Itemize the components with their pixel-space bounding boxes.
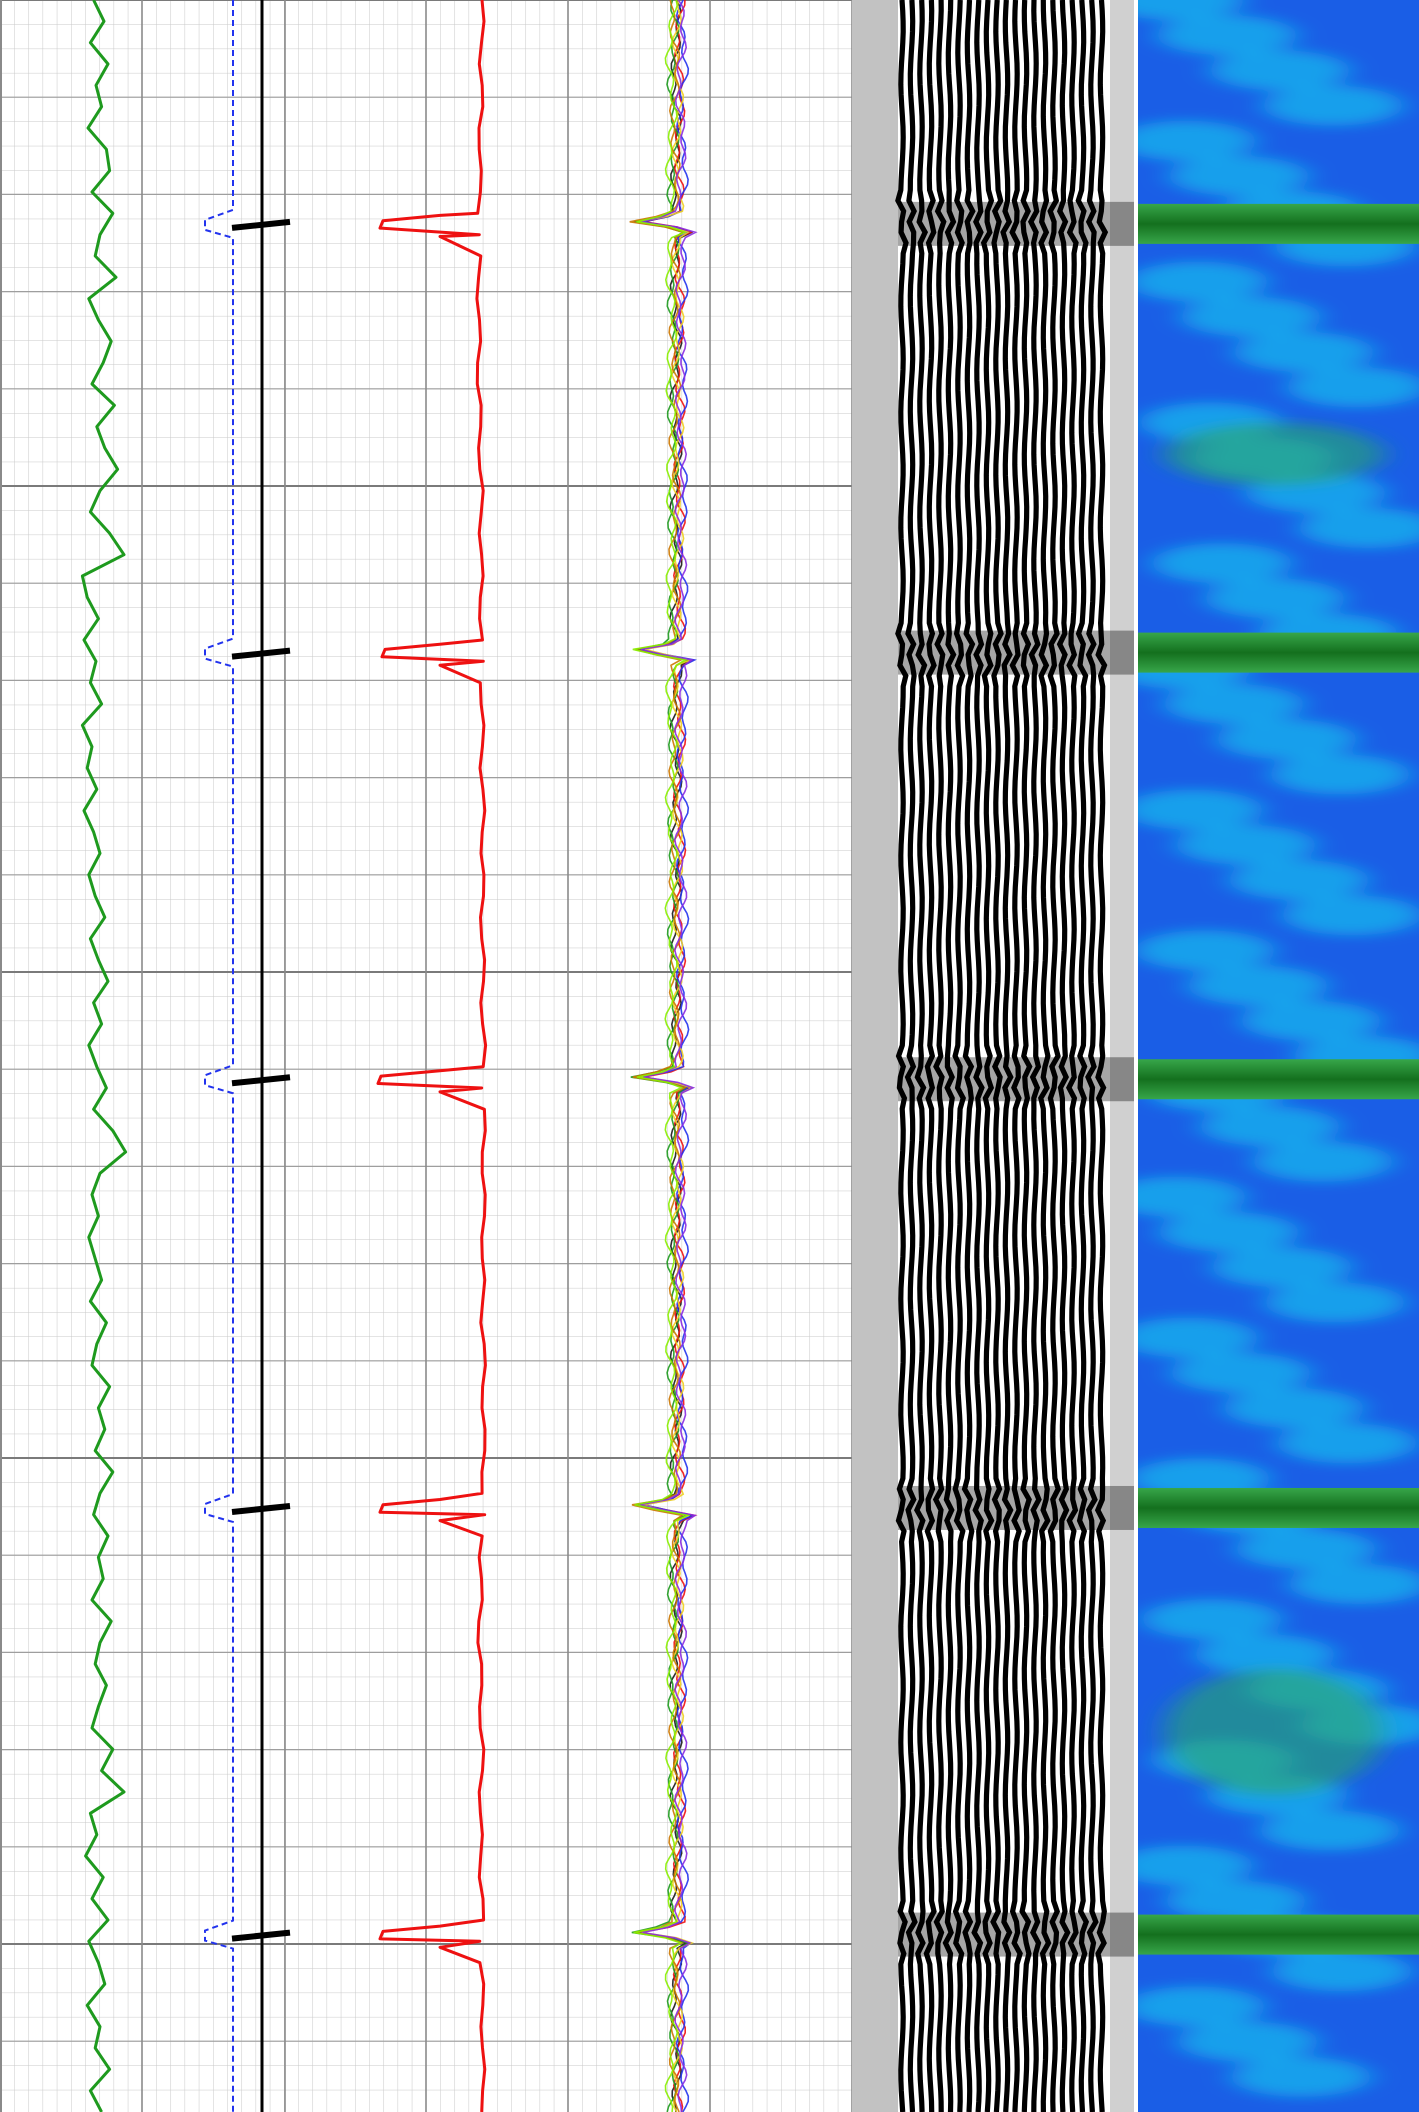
vdl-stripe — [895, 0, 909, 2112]
map-patch — [1212, 1247, 1352, 1288]
map-patch — [1138, 1986, 1265, 2027]
log-curves — [80, 0, 698, 2112]
map-patch — [1178, 2021, 1318, 2062]
map-patch — [1164, 684, 1304, 724]
vdl-stripe — [971, 0, 985, 2112]
vdl-collar-band — [898, 1057, 1134, 1102]
map-patch — [1277, 1423, 1417, 1464]
map-patch — [1159, 1212, 1299, 1252]
vdl-stripe — [923, 0, 937, 2112]
vdl-track — [852, 0, 1134, 2112]
map-patch — [1299, 508, 1419, 548]
map-patch — [1138, 930, 1275, 971]
vdl-stripe — [1019, 0, 1033, 2112]
map-patch — [1138, 1845, 1253, 1886]
vdl-stripe — [1000, 0, 1014, 2112]
vdl-collar-band — [898, 1485, 1134, 1530]
map-patch — [1224, 1388, 1364, 1428]
vdl-collar-band — [898, 201, 1134, 246]
map-patch — [1265, 1282, 1405, 1323]
map-patch — [1241, 1000, 1381, 1041]
map-patch — [1138, 789, 1263, 830]
vdl-stripe — [1047, 0, 1061, 2112]
vdl-stripe — [1065, 0, 1079, 2112]
map-patch — [1253, 1141, 1393, 1182]
map-patch — [1138, 261, 1268, 302]
map-patch — [1263, 85, 1403, 126]
vdl-stripe — [1038, 0, 1052, 2112]
depth-grid — [0, 0, 853, 2112]
vdl-stripe — [1075, 0, 1090, 2112]
map-patch — [1289, 1564, 1419, 1604]
map-texture — [1138, 0, 1419, 2097]
vdl-stripe — [932, 0, 947, 2112]
waveform-w8 — [632, 0, 691, 2112]
radial-cement-map — [1138, 0, 1419, 2112]
vdl-stripe — [1027, 0, 1042, 2112]
map-patch — [1188, 965, 1328, 1006]
map-patch — [1152, 543, 1292, 584]
map-patch — [1138, 0, 1244, 20]
vdl-stripe — [952, 0, 966, 2112]
vdl-stripe — [1009, 0, 1023, 2112]
vdl-stripe — [1085, 0, 1099, 2112]
vdl-stripe — [1094, 0, 1109, 2112]
map-collar-band — [1138, 203, 1419, 244]
map-patch — [1287, 367, 1419, 408]
vdl-stripe — [961, 0, 976, 2112]
map-patch — [1231, 2056, 1371, 2097]
map-patch — [1142, 1599, 1282, 1640]
map-patch — [1171, 1352, 1311, 1393]
gr-curve — [80, 0, 128, 2112]
vdl-collar-band — [898, 630, 1134, 675]
map-patch — [1236, 1528, 1376, 1569]
map-patch — [1210, 50, 1350, 91]
waveform-w5 — [637, 0, 695, 2112]
vdl-stripe — [942, 0, 957, 2112]
vdl-stripe — [1056, 0, 1071, 2112]
map-collar-band — [1138, 1487, 1419, 1528]
map-patch — [1138, 120, 1256, 161]
map-patch — [1282, 895, 1419, 936]
map-patch — [1260, 1810, 1400, 1851]
map-patch — [1176, 824, 1316, 865]
map-patch — [1181, 296, 1321, 337]
collar-marker — [231, 1502, 291, 1515]
map-patch — [1138, 1176, 1246, 1217]
collar-marker — [231, 1929, 291, 1942]
map-patch — [1157, 15, 1297, 56]
vdl-tail — [1110, 0, 1134, 2112]
map-patch — [1205, 578, 1345, 619]
waveform-w7 — [638, 0, 698, 2112]
collar-marker — [231, 218, 291, 231]
map-collar-band — [1138, 1914, 1419, 1955]
vdl-collar-band — [898, 1912, 1134, 1957]
map-patch — [1200, 1106, 1340, 1147]
vdl-stripe — [904, 0, 918, 2112]
ccl-curve — [204, 0, 234, 2112]
collar-marker — [231, 647, 291, 660]
vdl-stripe — [980, 0, 995, 2112]
amplitude-curve — [376, 0, 488, 2112]
vdl-stripe — [990, 0, 1004, 2112]
map-patch — [1229, 860, 1369, 900]
map-collar-band — [1138, 632, 1419, 673]
map-patch — [1270, 754, 1410, 795]
map-high-zone — [1164, 422, 1384, 486]
collar-marker — [231, 1074, 291, 1087]
vdl-gutter — [852, 0, 898, 2112]
map-patch — [1195, 1634, 1335, 1675]
map-patch — [1234, 332, 1374, 372]
map-collar-band — [1138, 1059, 1419, 1100]
map-high-zone — [1164, 1668, 1384, 1796]
map-patch — [1169, 156, 1309, 196]
vdl-stripe — [913, 0, 929, 2112]
map-patch — [1166, 1880, 1306, 1921]
map-patch — [1138, 1317, 1258, 1358]
map-patch — [1217, 719, 1357, 760]
map-patch — [1272, 1951, 1412, 1992]
